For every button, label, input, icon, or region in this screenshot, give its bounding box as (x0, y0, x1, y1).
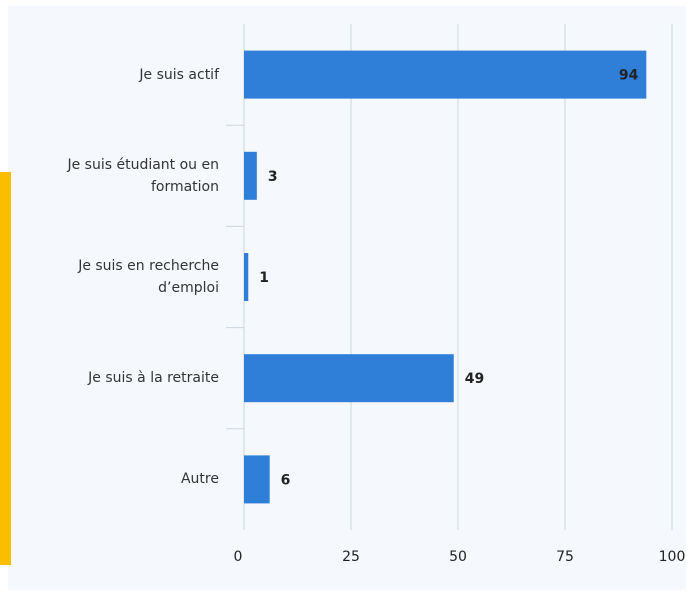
bar (244, 455, 270, 504)
x-tick-label: 75 (556, 549, 574, 565)
x-tick-label: 0 (234, 549, 243, 565)
category-label: Je suis en recherche d’emploi (78, 258, 219, 296)
x-tick-label: 25 (342, 549, 360, 565)
bar (244, 50, 647, 99)
accent-bar (0, 172, 11, 565)
bar (244, 151, 257, 200)
category-label: Je suis étudiant ou en formation (67, 156, 219, 195)
category-label: Je suis à la retraite (88, 370, 219, 387)
bar (244, 253, 249, 301)
x-tick-label: 100 (659, 549, 686, 565)
panel (8, 6, 686, 590)
category-label: Autre (180, 471, 219, 488)
data-label: 94 (619, 68, 639, 84)
category-label: Je suis actif (139, 66, 219, 83)
data-label: 49 (465, 371, 484, 387)
data-label: 3 (268, 169, 278, 185)
data-label: 6 (281, 472, 291, 488)
data-label: 1 (259, 270, 269, 286)
bar (244, 354, 454, 403)
x-tick-label: 50 (449, 549, 467, 565)
